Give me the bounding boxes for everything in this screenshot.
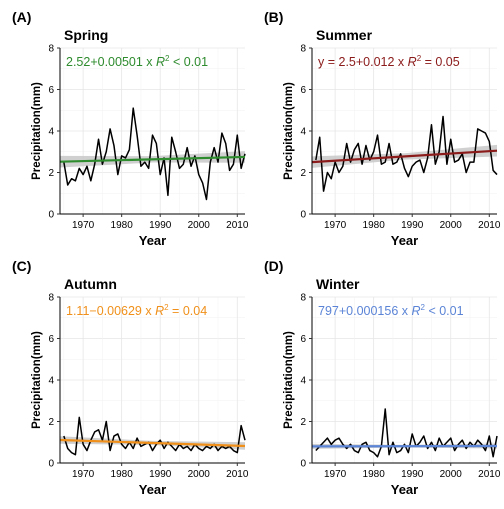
equation-text: y = 2.5+0.012 x [318, 55, 408, 69]
x-tick-label: 1990 [401, 220, 424, 231]
x-axis-label: Year [391, 482, 418, 497]
panel-title: Autumn [64, 276, 117, 292]
chart-panel: (A) Spring 0 2 4 6 8 1970 1980 1990 2000 2010 Year Pr… [12, 9, 249, 248]
equation-annotation: 1.11−0.00629 x R2 = 0.04 [66, 303, 207, 318]
panel-label: (A) [12, 9, 31, 25]
r2-label: R [155, 304, 164, 318]
y-axis-label: Precipitation(mm) [283, 82, 295, 180]
x-tick-label: 1970 [324, 469, 347, 480]
equation-text: 2.52+0.00501 x [66, 55, 156, 69]
y-axis-label: Precipitation(mm) [283, 331, 295, 429]
panel-label: (D) [264, 258, 283, 274]
x-axis-label: Year [391, 233, 418, 248]
x-tick-label: 2010 [226, 469, 249, 480]
y-tick-label: 6 [300, 334, 306, 345]
y-tick-label: 2 [300, 417, 306, 428]
equation-text: 1.11−0.00629 x [66, 304, 155, 318]
y-tick-label: 4 [300, 376, 306, 387]
y-tick-label: 2 [48, 417, 54, 428]
panel-title: Winter [316, 276, 360, 292]
x-tick-label: 2000 [440, 220, 463, 231]
panel-label: (C) [12, 258, 31, 274]
equation-text: 797+0.000156 x [318, 304, 412, 318]
x-tick-label: 2000 [188, 220, 211, 231]
x-tick-label: 1990 [149, 220, 172, 231]
x-tick-label: 1970 [324, 220, 347, 231]
panel-title: Spring [64, 27, 108, 43]
chart-panel: (C) Autumn 0 2 4 6 8 1970 1980 1990 2000 2010 Year Pr… [12, 258, 249, 497]
equation-annotation: 2.52+0.00501 x R2 < 0.01 [66, 54, 208, 69]
y-tick-label: 0 [48, 210, 54, 221]
x-tick-label: 1970 [72, 469, 95, 480]
panel-title: Summer [316, 27, 373, 43]
x-tick-label: 2000 [188, 469, 211, 480]
r2-value: = 0.04 [169, 304, 208, 318]
y-tick-label: 0 [48, 459, 54, 470]
r2-value: < 0.01 [170, 55, 209, 69]
chart-panel: (B) Summer 0 2 4 6 8 1970 1980 1990 2000 2010 Year Pr… [264, 9, 501, 248]
r2-label: R [156, 55, 165, 69]
y-tick-label: 0 [300, 210, 306, 221]
x-axis-label: Year [139, 482, 166, 497]
x-tick-label: 1990 [149, 469, 172, 480]
y-tick-label: 2 [48, 168, 54, 179]
x-tick-label: 2000 [440, 469, 463, 480]
y-tick-label: 8 [48, 44, 54, 55]
y-tick-label: 8 [48, 293, 54, 304]
equation-annotation: 797+0.000156 x R2 < 0.01 [318, 303, 464, 318]
x-tick-label: 1980 [363, 469, 386, 480]
r2-label: R [408, 55, 417, 69]
x-tick-label: 1980 [363, 220, 386, 231]
y-axis-label: Precipitation(mm) [31, 331, 43, 429]
x-tick-label: 1990 [401, 469, 424, 480]
x-tick-label: 2010 [226, 220, 249, 231]
r2-value: = 0.05 [421, 55, 460, 69]
y-tick-label: 0 [300, 459, 306, 470]
y-tick-label: 2 [300, 168, 306, 179]
x-tick-label: 1980 [111, 220, 134, 231]
y-tick-label: 6 [48, 334, 54, 345]
panel-label: (B) [264, 9, 283, 25]
x-tick-label: 1970 [72, 220, 95, 231]
x-tick-label: 2010 [478, 220, 501, 231]
chart-panel: (D) Winter 0 2 4 6 8 1970 1980 1990 2000 2010 Year Pr… [264, 258, 501, 497]
y-tick-label: 6 [48, 85, 54, 96]
equation-annotation: y = 2.5+0.012 x R2 = 0.05 [318, 54, 460, 69]
y-tick-label: 4 [300, 127, 306, 138]
y-tick-label: 8 [300, 293, 306, 304]
y-tick-label: 4 [48, 376, 54, 387]
x-tick-label: 1980 [111, 469, 134, 480]
y-tick-label: 8 [300, 44, 306, 55]
r2-label: R [412, 304, 421, 318]
y-tick-label: 6 [300, 85, 306, 96]
r2-value: < 0.01 [425, 304, 464, 318]
x-axis-label: Year [139, 233, 166, 248]
x-tick-label: 2010 [478, 469, 501, 480]
y-tick-label: 4 [48, 127, 54, 138]
y-axis-label: Precipitation(mm) [31, 82, 43, 180]
